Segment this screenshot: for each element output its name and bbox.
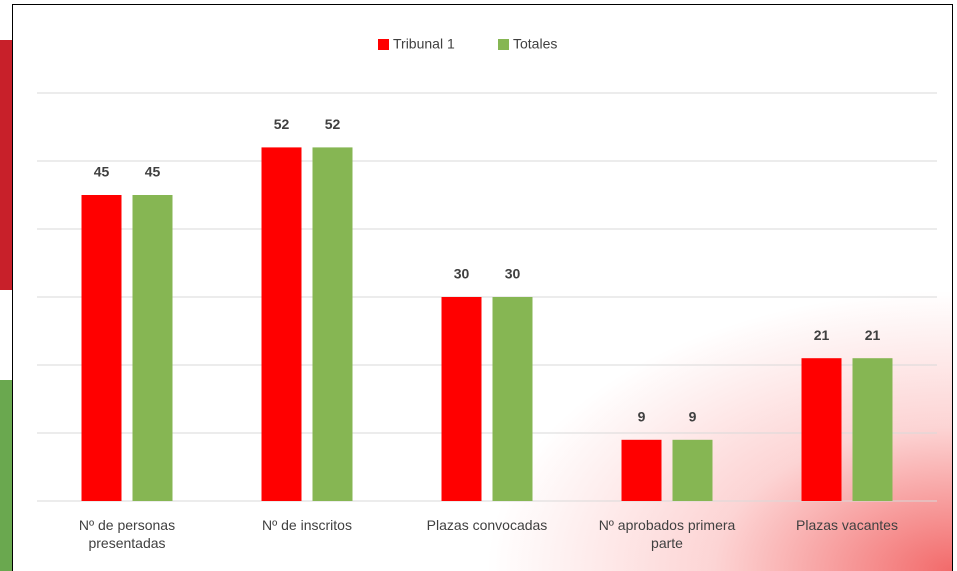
bar bbox=[801, 358, 842, 501]
data-label: 21 bbox=[865, 327, 881, 343]
bar bbox=[672, 439, 713, 501]
bar bbox=[441, 297, 482, 501]
legend-label: Totales bbox=[513, 36, 557, 52]
data-label: 9 bbox=[638, 409, 646, 425]
data-label: 52 bbox=[274, 116, 290, 132]
decoration bbox=[0, 380, 12, 571]
data-label: 45 bbox=[145, 164, 161, 180]
bar bbox=[492, 297, 533, 501]
data-label: 30 bbox=[505, 266, 521, 282]
bar bbox=[312, 147, 353, 501]
bar bbox=[852, 358, 893, 501]
legend-label: Tribunal 1 bbox=[393, 36, 455, 52]
bar bbox=[132, 195, 173, 501]
legend-swatch bbox=[378, 39, 389, 50]
bar bbox=[81, 195, 122, 501]
data-label: 52 bbox=[325, 116, 341, 132]
x-tick-label: Nº de personas presentadas bbox=[78, 517, 176, 551]
x-tick-label: Nº aprobados primera parte bbox=[598, 517, 736, 551]
bar bbox=[621, 439, 662, 501]
data-label: 45 bbox=[94, 164, 110, 180]
data-label: 21 bbox=[814, 327, 830, 343]
data-label: 30 bbox=[454, 266, 470, 282]
bar bbox=[261, 147, 302, 501]
data-label: 9 bbox=[689, 409, 697, 425]
legend-swatch bbox=[498, 39, 509, 50]
x-tick-label: Plazas vacantes bbox=[796, 517, 898, 533]
decoration bbox=[0, 40, 12, 290]
x-tick-label: Nº de inscritos bbox=[262, 517, 352, 533]
x-tick-label: Plazas convocadas bbox=[426, 517, 548, 533]
